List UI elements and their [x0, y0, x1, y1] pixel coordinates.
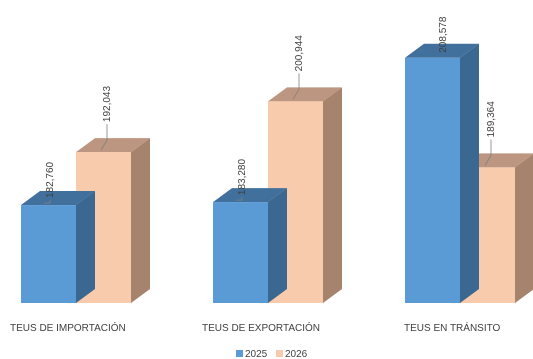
leader-line-2026-teus-en-transito: [484, 139, 492, 166]
legend: 2025 2026: [236, 349, 308, 359]
data-label-2025-teus-de-importacion: 182,760: [45, 161, 56, 198]
data-label-2025-teus-en-transito: 208,578: [438, 16, 449, 53]
bar-side-face: [323, 87, 342, 303]
bar-side-face: [131, 138, 150, 303]
legend-swatch-2025: [236, 350, 243, 357]
bar-top-face: [21, 191, 95, 206]
leader-line-2026-teus-de-exportacion: [292, 73, 300, 100]
data-label-2025-teus-de-exportacion: 183,280: [237, 159, 248, 196]
bar-front-face: [405, 57, 460, 303]
bar-top-face: [213, 188, 287, 203]
bars-layer: [21, 43, 533, 303]
bar-2025-teus-en-transito: [405, 43, 479, 303]
bar-side-face: [268, 188, 287, 303]
bar-side-face: [515, 154, 533, 303]
bar-top-face: [405, 43, 479, 58]
legend-label-2025: 2025: [245, 349, 268, 359]
data-label-2026-teus-de-importacion: 192,043: [102, 86, 113, 123]
bar-top-face: [76, 138, 150, 153]
bar-2025-teus-de-exportacion: [213, 188, 287, 303]
leader-line-2025-teus-de-importacion: [44, 200, 51, 204]
leader-line-2026-teus-de-importacion: [100, 124, 108, 151]
leader-line-2025-teus-de-exportacion: [236, 197, 243, 201]
category-labels-layer: TEUS DE IMPORTACIÓN TEUS DE EXPORTACIÓN TE…: [10, 321, 501, 334]
bar-side-face: [460, 43, 479, 303]
legend-swatch-2026: [276, 350, 283, 357]
bar-top-face: [268, 87, 342, 102]
bar-front-face: [213, 202, 268, 303]
data-label-2026-teus-en-transito: 189,364: [486, 101, 497, 138]
data-label-2026-teus-de-exportacion: 200,944: [294, 35, 305, 72]
bar-2025-teus-de-importacion: [21, 191, 95, 303]
category-label-teus-de-exportacion: TEUS DE EXPORTACIÓN: [202, 321, 320, 334]
legend-label-2026: 2026: [285, 349, 308, 359]
data-labels-layer: 182,760 192,043 183,280 200,944 208,578 189,3…: [44, 16, 497, 204]
bar-front-face: [21, 205, 76, 303]
category-label-teus-de-importacion: TEUS DE IMPORTACIÓN: [10, 321, 126, 334]
category-label-teus-en-transito: TEUS EN TRÁNSITO: [404, 321, 501, 334]
bar-side-face: [76, 191, 95, 303]
